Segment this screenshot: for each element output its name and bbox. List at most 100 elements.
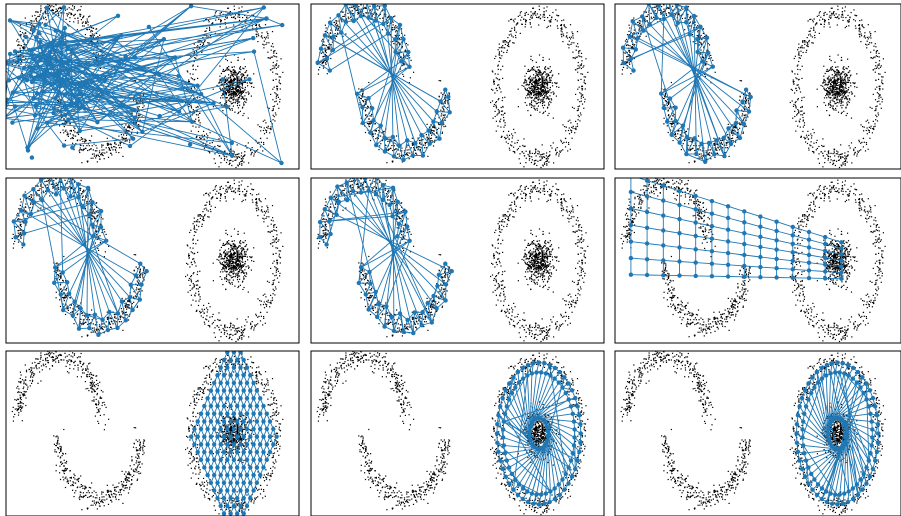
data-point (97, 40, 99, 42)
network-node (156, 72, 162, 77)
data-point (62, 129, 64, 131)
data-point (198, 116, 200, 119)
data-point (530, 86, 532, 88)
data-point (828, 22, 830, 24)
data-point (501, 99, 503, 102)
data-point (230, 79, 232, 81)
data-point (513, 128, 515, 130)
data-point (639, 22, 641, 24)
data-point (241, 96, 243, 98)
network-node (446, 94, 451, 99)
data-point (803, 136, 805, 138)
data-point (514, 29, 516, 31)
network-edge (6, 64, 61, 81)
data-point (323, 65, 325, 67)
data-points (316, 2, 589, 169)
data-point (511, 137, 513, 139)
data-point (407, 152, 409, 154)
data-point (549, 66, 551, 68)
data-point (202, 43, 205, 45)
data-point (95, 157, 97, 159)
data-point (558, 153, 560, 155)
data-point (133, 80, 135, 82)
data-point (395, 36, 397, 38)
data-point (276, 89, 278, 91)
data-point (236, 78, 238, 80)
data-point (236, 157, 238, 160)
data-point (541, 153, 543, 156)
data-point (402, 57, 405, 59)
data-point (537, 80, 539, 82)
data-point (551, 99, 553, 101)
data-point (674, 15, 676, 17)
network-node (63, 107, 68, 112)
data-point (562, 142, 564, 144)
data-point (694, 21, 696, 23)
data-point (39, 14, 41, 16)
data-point (95, 155, 97, 157)
network-edge (12, 92, 232, 144)
data-point (535, 88, 538, 91)
data-point (338, 26, 341, 28)
data-point (404, 67, 406, 69)
data-point (350, 13, 352, 15)
data-point (498, 60, 500, 63)
data-point (541, 76, 543, 78)
data-point (319, 66, 321, 68)
data-point (801, 110, 803, 112)
data-point (577, 71, 579, 73)
network-edge (15, 105, 193, 123)
data-point (689, 25, 691, 27)
network-edge (6, 66, 30, 110)
data-point (872, 93, 874, 95)
network-node (82, 106, 88, 111)
data-point (700, 153, 702, 155)
data-point (73, 149, 75, 151)
data-point (274, 92, 276, 94)
data-point (549, 151, 551, 153)
data-point (240, 158, 242, 160)
data-point (403, 55, 405, 57)
data-point (812, 19, 814, 21)
data-point (239, 83, 241, 85)
data-point (60, 12, 62, 14)
data-point (497, 68, 499, 70)
data-point (536, 84, 538, 86)
data-point (644, 17, 646, 19)
network-node (229, 140, 234, 146)
network-edge (49, 18, 267, 45)
data-point (69, 20, 71, 23)
data-point (504, 124, 506, 126)
data-point (504, 47, 506, 49)
data-point (240, 74, 242, 76)
data-point (798, 110, 800, 112)
data-point (539, 91, 541, 93)
data-point (549, 86, 551, 89)
data-point (93, 52, 95, 54)
data-point (828, 155, 830, 158)
data-point (536, 13, 539, 15)
data-point (193, 112, 195, 114)
network-node (12, 49, 18, 54)
data-point (126, 140, 128, 142)
data-point (540, 90, 542, 92)
data-point (442, 93, 444, 96)
data-point (535, 75, 537, 77)
data-point (32, 26, 34, 28)
data-point (433, 130, 435, 132)
data-point (524, 80, 526, 82)
data-point (112, 149, 114, 151)
data-point (239, 78, 242, 80)
data-point (366, 2, 367, 3)
data-point (681, 7, 683, 9)
data-point (202, 136, 204, 138)
data-point (237, 89, 239, 91)
data-point (539, 102, 542, 104)
data-point (227, 99, 229, 101)
data-point (66, 121, 68, 123)
data-point (342, 35, 344, 37)
data-point (536, 75, 538, 77)
data-point (704, 75, 706, 77)
data-point (638, 20, 640, 22)
data-point (93, 155, 95, 157)
